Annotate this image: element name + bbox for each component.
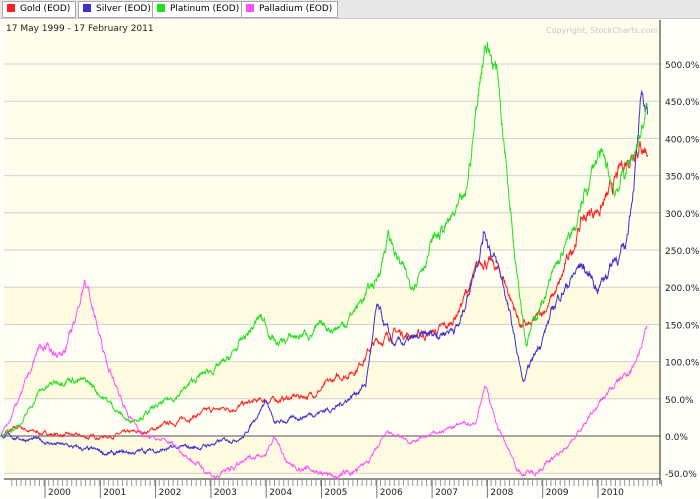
plot-band [4, 250, 660, 287]
plot-band [4, 287, 660, 325]
legend-label: Silver (EOD) [96, 4, 151, 14]
legend-label: Gold (EOD) [20, 4, 71, 14]
platinum-swatch [157, 4, 165, 12]
x-tick-label: 2008 [490, 488, 513, 498]
y-tick-label: 500.0% [665, 61, 700, 71]
series-line-platinum [0, 42, 648, 438]
series-line-silver [0, 89, 648, 457]
x-tick-label: 2002 [159, 488, 182, 498]
legend-item-platinum[interactable]: Platinum (EOD) [152, 1, 246, 18]
y-tick-label: 100.0% [665, 359, 700, 369]
x-tick-label: 2003 [214, 488, 237, 498]
series-line-palladium [0, 279, 648, 481]
x-tick-label: 2001 [103, 488, 126, 498]
y-tick-label: 250.0% [665, 247, 700, 257]
plot-band [4, 398, 660, 436]
y-tick-label: 150.0% [665, 321, 700, 331]
gold-swatch [7, 4, 15, 12]
y-tick-label: 300.0% [665, 210, 700, 220]
y-tick-label: 400.0% [665, 135, 700, 145]
y-tick-label: 350.0% [665, 173, 700, 183]
chart-title: 17 May 1999 - 17 February 2011 [6, 24, 154, 34]
y-tick-label: 50.0% [665, 396, 694, 406]
x-tick-label: 2000 [48, 488, 71, 498]
legend-item-palladium[interactable]: Palladium (EOD) [241, 1, 339, 18]
x-tick-label: 2004 [269, 488, 292, 498]
x-tick-label: 2005 [325, 488, 348, 498]
silver-swatch [83, 4, 91, 12]
plot-band [4, 324, 660, 362]
x-tick-label: 2006 [380, 488, 403, 498]
x-tick-label: 2009 [546, 488, 569, 498]
watermark: Copyright, StockCharts.com [546, 26, 659, 35]
legend-label: Platinum (EOD) [170, 4, 240, 14]
palladium-swatch [246, 4, 254, 12]
y-tick-label: 0.0% [665, 433, 688, 443]
x-tick-label: 2010 [601, 488, 624, 498]
legend: Gold (EOD) Silver (EOD) Platinum (EOD) P… [0, 0, 700, 19]
y-tick-label: 450.0% [665, 98, 700, 108]
y-tick-label: -50.0% [665, 470, 697, 480]
y-tick-label: 200.0% [665, 284, 700, 294]
legend-item-silver[interactable]: Silver (EOD) [78, 1, 157, 18]
legend-item-gold[interactable]: Gold (EOD) [2, 1, 77, 18]
x-tick-label: 2007 [435, 488, 458, 498]
series-line-gold [0, 141, 648, 441]
legend-label: Palladium (EOD) [259, 4, 333, 14]
